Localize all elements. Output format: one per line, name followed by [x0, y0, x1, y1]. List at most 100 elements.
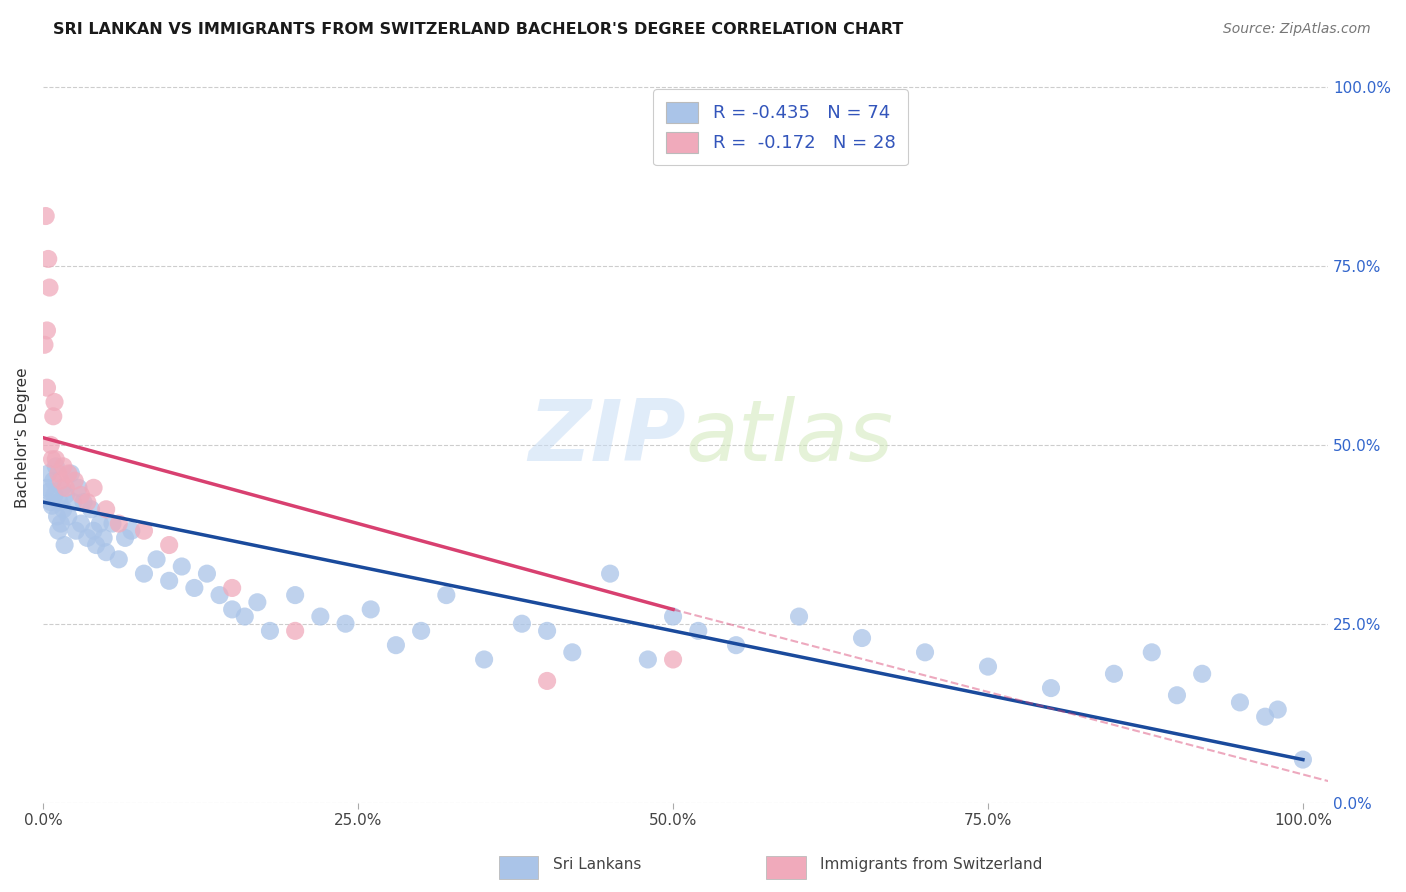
Point: [107, 552, 129, 566]
Text: Sri Lankans: Sri Lankans: [553, 857, 641, 872]
Point: [725, 638, 748, 652]
Point: [52, 502, 75, 516]
Point: [93, 531, 115, 545]
Point: [221, 581, 243, 595]
Point: [70, 516, 93, 531]
Point: [42, 474, 65, 488]
Point: [67, 481, 90, 495]
Point: [58, 509, 80, 524]
Point: [157, 538, 180, 552]
Point: [35, 381, 58, 395]
Point: [637, 652, 659, 666]
Point: [195, 566, 218, 581]
Point: [1040, 681, 1063, 695]
Point: [536, 624, 558, 638]
Point: [39, 438, 62, 452]
Point: [49, 474, 72, 488]
Point: [145, 552, 167, 566]
Y-axis label: Bachelor's Degree: Bachelor's Degree: [15, 368, 30, 508]
Point: [309, 609, 332, 624]
Legend: R = -0.435   N = 74, R =  -0.172   N = 28: R = -0.435 N = 74, R = -0.172 N = 28: [652, 89, 908, 165]
Point: [80, 502, 103, 516]
Point: [1292, 753, 1315, 767]
Text: ZIP: ZIP: [529, 396, 686, 479]
Point: [83, 524, 105, 538]
Point: [45, 459, 67, 474]
Point: [53, 538, 76, 552]
Point: [52, 459, 75, 474]
Text: SRI LANKAN VS IMMIGRANTS FROM SWITZERLAND BACHELOR'S DEGREE CORRELATION CHART: SRI LANKAN VS IMMIGRANTS FROM SWITZERLAN…: [53, 22, 904, 37]
Point: [536, 673, 558, 688]
Point: [37, 252, 59, 266]
Point: [360, 602, 382, 616]
Point: [76, 495, 98, 509]
Point: [58, 467, 80, 481]
Point: [246, 595, 269, 609]
Point: [599, 566, 621, 581]
Point: [472, 652, 495, 666]
Point: [59, 467, 82, 481]
Point: [55, 481, 77, 495]
Point: [787, 609, 810, 624]
Point: [1102, 666, 1125, 681]
Point: [688, 624, 710, 638]
Point: [42, 409, 65, 424]
Point: [284, 624, 307, 638]
Point: [96, 502, 118, 516]
Point: [1267, 702, 1289, 716]
Point: [38, 280, 60, 294]
Point: [851, 631, 873, 645]
Point: [221, 602, 243, 616]
Point: [44, 395, 66, 409]
Point: [662, 609, 685, 624]
Point: [170, 559, 193, 574]
Point: [62, 495, 84, 509]
Text: atlas: atlas: [686, 396, 894, 479]
Text: Immigrants from Switzerland: Immigrants from Switzerland: [820, 857, 1042, 872]
Point: [977, 659, 1000, 673]
Point: [132, 524, 155, 538]
Point: [45, 452, 67, 467]
Point: [96, 545, 118, 559]
Point: [1140, 645, 1163, 659]
Point: [411, 624, 433, 638]
Point: [89, 516, 111, 531]
Point: [39, 495, 62, 509]
Point: [259, 624, 281, 638]
Point: [76, 531, 98, 545]
Point: [34, 338, 56, 352]
Point: [914, 645, 936, 659]
Point: [63, 474, 86, 488]
Point: [70, 488, 93, 502]
Point: [72, 495, 94, 509]
Point: [46, 467, 69, 481]
Point: [1229, 695, 1251, 709]
Point: [41, 499, 63, 513]
Point: [107, 516, 129, 531]
Point: [434, 588, 457, 602]
Point: [662, 652, 685, 666]
Point: [183, 581, 205, 595]
Point: [114, 531, 136, 545]
Point: [84, 538, 107, 552]
Point: [1254, 709, 1277, 723]
Point: [120, 524, 142, 538]
Point: [83, 481, 105, 495]
Point: [132, 566, 155, 581]
Point: [561, 645, 583, 659]
Point: [510, 616, 533, 631]
Point: [233, 609, 256, 624]
Point: [37, 467, 59, 481]
Point: [35, 481, 58, 495]
Point: [157, 574, 180, 588]
Point: [46, 524, 69, 538]
Point: [35, 323, 58, 337]
Point: [44, 488, 66, 502]
Point: [65, 524, 87, 538]
Point: [335, 616, 357, 631]
Point: [46, 509, 69, 524]
Point: [284, 588, 307, 602]
Point: [41, 452, 63, 467]
Text: Source: ZipAtlas.com: Source: ZipAtlas.com: [1223, 22, 1371, 37]
Point: [101, 516, 124, 531]
